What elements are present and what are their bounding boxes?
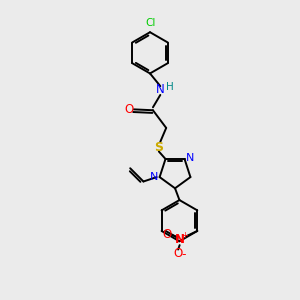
Text: N: N bbox=[186, 152, 194, 163]
Text: Cl: Cl bbox=[146, 18, 156, 28]
Text: O: O bbox=[173, 247, 183, 260]
Text: N: N bbox=[150, 172, 158, 182]
Text: N: N bbox=[175, 233, 184, 246]
Text: +: + bbox=[182, 231, 188, 240]
Text: S: S bbox=[154, 141, 163, 154]
Text: -: - bbox=[182, 248, 186, 261]
Text: N: N bbox=[156, 83, 165, 96]
Text: O: O bbox=[163, 228, 172, 241]
Text: O: O bbox=[125, 103, 134, 116]
Text: H: H bbox=[166, 82, 174, 92]
